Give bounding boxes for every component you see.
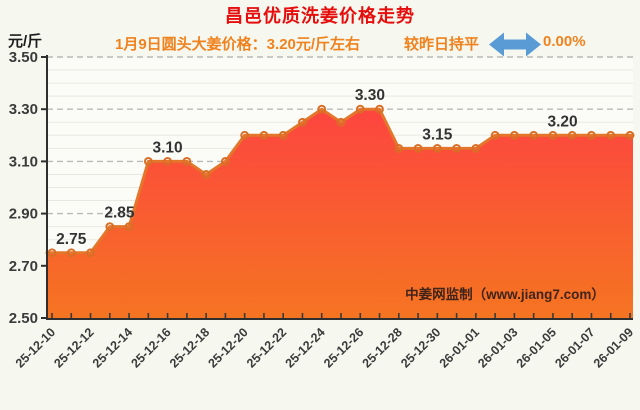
data-value-label: 3.15 (422, 126, 453, 143)
y-tick-label: 3.50 (9, 49, 38, 66)
x-tick-label: 25-12-30 (398, 325, 443, 370)
trend-label: 较昨日持平 (404, 36, 480, 53)
x-tick-label: 25-12-10 (13, 325, 58, 370)
data-point-marker (375, 104, 384, 114)
data-point-marker (336, 117, 346, 127)
x-tick-label: 26-01-07 (552, 325, 597, 370)
trend-percent: 0.00% (543, 33, 586, 50)
data-value-label: 2.75 (56, 231, 87, 248)
data-point-marker (625, 130, 635, 140)
x-tick-label: 25-12-14 (90, 325, 135, 370)
data-point-marker (124, 222, 134, 232)
data-point-marker (471, 143, 481, 153)
x-tick-label: 26-01-05 (514, 325, 559, 370)
data-point-marker (490, 130, 500, 140)
data-point-marker (298, 117, 307, 127)
x-tick-label: 25-12-22 (244, 325, 289, 370)
flat-double-arrow-icon (489, 32, 541, 57)
data-point-marker (510, 130, 519, 140)
x-tick-label: 26-01-09 (591, 325, 636, 370)
data-value-label: 3.30 (355, 87, 385, 104)
x-tick-label: 25-12-18 (167, 325, 212, 370)
data-point-marker (259, 130, 269, 140)
y-axis-unit-label: 元/斤 (8, 33, 43, 50)
data-point-marker (317, 104, 327, 114)
data-point-marker (413, 143, 423, 153)
data-point-marker (240, 130, 250, 140)
x-tick-label: 25-12-24 (283, 325, 328, 370)
x-tick-label: 25-12-12 (51, 325, 96, 370)
data-value-label: 3.10 (153, 139, 183, 156)
data-point-marker (66, 248, 76, 258)
data-point-marker (606, 130, 616, 140)
x-tick-label: 26-01-01 (437, 325, 482, 370)
data-point-marker (567, 130, 577, 140)
data-value-label: 2.85 (104, 205, 135, 222)
data-point-marker (105, 222, 115, 232)
y-tick-label: 2.50 (9, 310, 38, 327)
data-point-marker (86, 248, 95, 258)
data-point-marker (143, 157, 153, 166)
x-tick-label: 25-12-20 (206, 325, 251, 370)
data-value-label: 3.20 (547, 113, 577, 130)
y-tick-label: 3.10 (9, 153, 38, 170)
data-point-marker (278, 130, 288, 140)
x-tick-label: 26-01-03 (475, 325, 520, 370)
y-tick-label: 2.70 (9, 258, 38, 275)
price-subtitle: 1月9日圆头大姜价格：3.20元/斤左右 (115, 36, 361, 53)
price-area-fill (47, 109, 633, 318)
data-point-marker (163, 157, 173, 166)
x-tick-label: 25-12-28 (360, 325, 405, 370)
data-point-marker (201, 170, 211, 179)
y-tick-label: 3.30 (9, 101, 38, 118)
x-tick-label: 25-12-16 (128, 325, 173, 370)
data-point-marker (452, 143, 462, 153)
watermark: 中姜网监制（www.jiang7.com） (405, 286, 605, 302)
data-point-marker (47, 248, 57, 258)
data-point-marker (548, 130, 558, 140)
page-title: 昌邑优质洗姜价格走势 (225, 6, 415, 26)
data-point-marker (221, 157, 230, 166)
y-tick-label: 2.90 (9, 206, 38, 223)
data-point-marker (587, 130, 596, 140)
data-point-marker (394, 143, 404, 153)
data-point-marker (432, 143, 442, 153)
x-tick-label: 25-12-26 (321, 325, 366, 370)
data-point-marker (529, 130, 539, 140)
data-point-marker (182, 157, 192, 166)
price-line (45, 107, 635, 255)
data-point-marker (355, 104, 365, 114)
